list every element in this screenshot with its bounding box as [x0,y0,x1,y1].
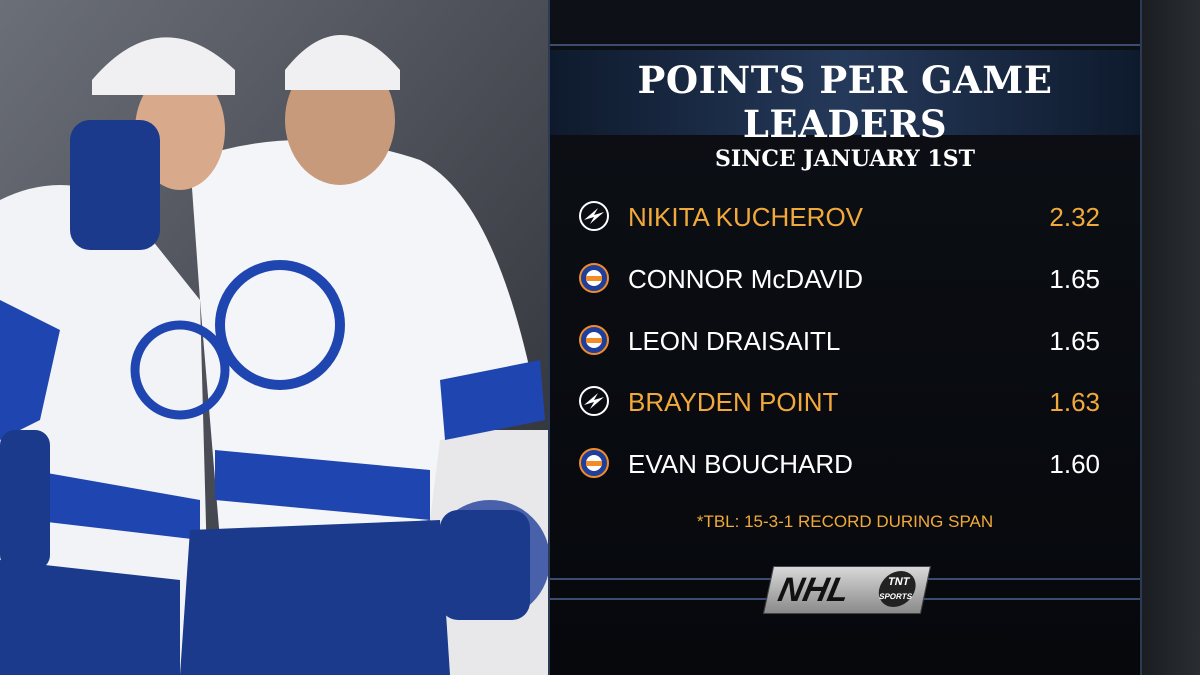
team-logo [579,263,609,293]
leader-row: BRAYDEN POINT 1.63 [550,381,1140,421]
player-name: EVAN BOUCHARD [628,449,853,479]
leader-row: EVAN BOUCHARD 1.60 [550,443,1140,483]
points-per-game: 1.60 [1049,449,1100,479]
player-name: BRAYDEN POINT [628,387,839,417]
points-per-game: 1.63 [1049,387,1100,417]
team-logo [579,201,609,231]
player-name: LEON DRAISAITL [628,326,841,356]
points-per-game: 1.65 [1049,326,1100,356]
points-per-game: 1.65 [1049,264,1100,294]
player-name: NIKITA KUCHEROV [628,202,864,232]
title: POINTS PER GAME LEADERS [637,58,1053,146]
points-per-game: 2.32 [1049,202,1100,232]
footnote: *TBL: 15-3-1 RECORD DURING SPAN [696,512,994,531]
team-logo [579,325,609,355]
logo-sub: SPORTS [878,592,914,601]
edge [1142,0,1200,675]
leader-row: NIKITA KUCHEROV 2.32 [550,196,1140,236]
leader-row: LEON DRAISAITL 1.65 [550,320,1140,360]
network-logo: NHL TNT SPORTS [762,566,932,614]
panel: POINTS PER GAME LEADERS SINCE JANUARY 1S… [548,0,1142,675]
title-box: POINTS PER GAME LEADERS SINCE JANUARY 1S… [550,50,1140,172]
logo-network: TNT SPORTS [875,571,920,607]
logo-main: NHL [774,571,853,609]
team-logo [579,386,609,416]
leader-row: CONNOR McDAVID 1.65 [550,258,1140,298]
subtitle: SINCE JANUARY 1ST [715,146,975,172]
team-logo [579,448,609,478]
logo-network-text: TNT [886,576,911,588]
photo [0,0,548,675]
rule [550,44,1140,46]
player-name: CONNOR McDAVID [628,264,863,294]
